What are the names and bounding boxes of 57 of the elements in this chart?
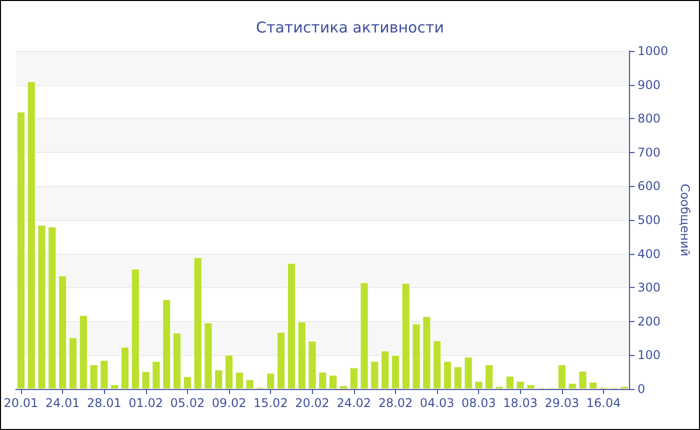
y-tick-label: 800 xyxy=(638,112,660,126)
x-tick-label: 05.02 xyxy=(170,396,205,410)
bar xyxy=(506,376,514,389)
bar xyxy=(235,372,244,389)
bar xyxy=(568,383,576,389)
bar xyxy=(350,368,358,389)
bar xyxy=(142,371,150,389)
y-tick-label: 500 xyxy=(638,213,660,227)
y-tick-label: 900 xyxy=(638,78,660,92)
x-tick-label: 20.02 xyxy=(295,396,330,410)
chart-title: Статистика активности xyxy=(256,18,444,36)
bar xyxy=(485,364,494,389)
bar xyxy=(454,366,462,389)
bar xyxy=(318,372,327,389)
bar xyxy=(443,361,452,389)
bar xyxy=(474,381,483,389)
y-tick-label: 600 xyxy=(638,179,660,194)
bar xyxy=(526,384,535,389)
bar xyxy=(100,360,108,389)
x-tick-label: 29.03 xyxy=(544,396,580,410)
bar xyxy=(558,364,566,389)
bar xyxy=(620,386,628,389)
bar xyxy=(214,370,223,389)
y-tick-label: 1000 xyxy=(638,44,668,58)
x-tick-label: 04.03 xyxy=(420,396,454,410)
bar xyxy=(516,381,524,389)
x-tick-label: 20.01 xyxy=(4,396,38,410)
bar xyxy=(183,376,192,389)
y-tick-label: 400 xyxy=(638,246,660,261)
bar xyxy=(246,380,254,389)
bar xyxy=(370,361,379,389)
y-tick-label: 0 xyxy=(638,382,646,396)
x-tick-label: 24.01 xyxy=(45,396,80,410)
x-tick-label: 16.04 xyxy=(586,396,621,410)
x-tick-label: 18.03 xyxy=(503,396,538,410)
x-tick-label: 01.02 xyxy=(128,396,163,410)
x-tick-label: 24.02 xyxy=(336,396,372,410)
y-tick-label: 100 xyxy=(638,348,660,362)
bar xyxy=(495,386,504,389)
x-tick-label: 15.02 xyxy=(253,396,288,410)
bar xyxy=(339,386,348,389)
bar xyxy=(589,382,598,389)
x-tick-label: 28.02 xyxy=(378,396,413,410)
bar xyxy=(329,375,338,389)
bar xyxy=(266,373,275,389)
y-tick-label: 700 xyxy=(638,145,660,160)
y-tick-label: 200 xyxy=(638,314,660,328)
x-tick-label: 28.01 xyxy=(87,396,122,410)
bar xyxy=(464,356,472,389)
x-tick-label: 08.03 xyxy=(462,396,496,410)
bar xyxy=(110,384,119,389)
y-axis-title: Сообщений xyxy=(678,184,692,256)
x-tick-label: 09.02 xyxy=(212,396,246,410)
bar xyxy=(90,364,98,389)
y-tick-label: 300 xyxy=(638,280,660,295)
bar xyxy=(152,361,160,389)
bar xyxy=(578,371,587,389)
